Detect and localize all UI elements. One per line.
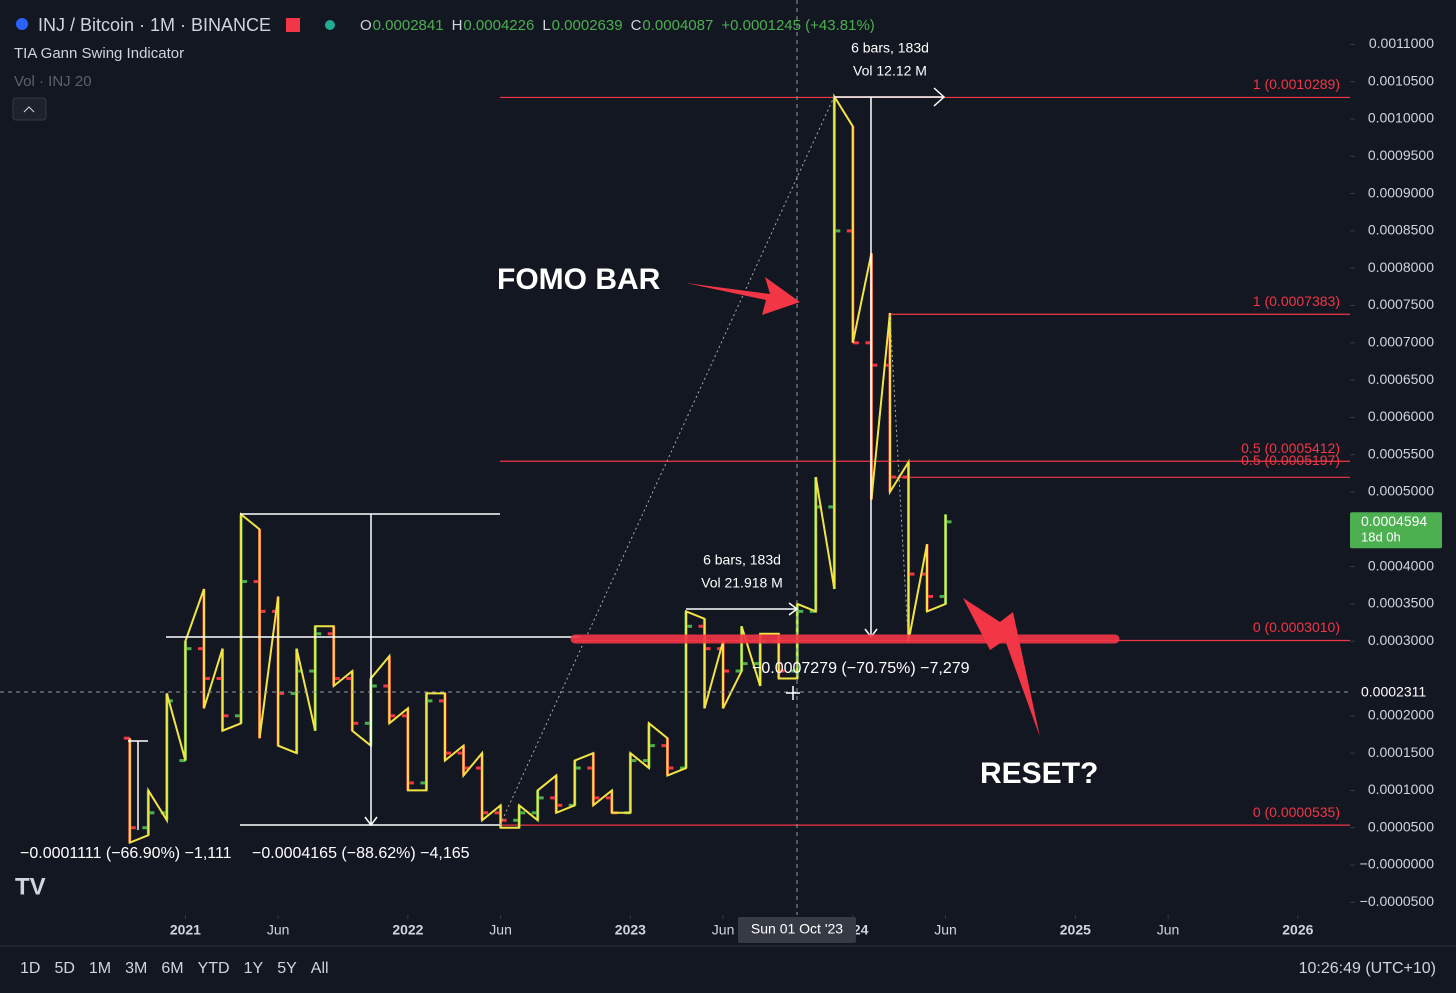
cursor (786, 686, 800, 700)
y-tick-label: 0.0005000 (1368, 483, 1434, 499)
range-button[interactable]: 6M (161, 960, 183, 977)
ohlc-value: 0.0004087 (642, 17, 713, 34)
measure-label: Vol 21.918 M (701, 575, 783, 591)
y-tick-label: 0.0001000 (1368, 781, 1434, 797)
x-tick-label: Jun (1157, 922, 1180, 938)
measure-label: 6 bars, 183d (851, 40, 929, 56)
y-tick-label: 0.0006000 (1368, 408, 1434, 424)
ohlc-value: 0.0002639 (552, 17, 623, 34)
countdown: 18d 0h (1361, 530, 1401, 545)
symbol-logo (16, 18, 28, 30)
reset-arrow (963, 598, 1040, 737)
y-tick-label: 0.0000500 (1368, 818, 1434, 834)
y-tick-label: 0.0005500 (1368, 445, 1434, 461)
x-tick-label: 2026 (1282, 922, 1313, 938)
annotation: FOMO BAR (497, 263, 661, 296)
fomo-arrow (686, 277, 800, 315)
y-tick-label: 0.0010000 (1368, 110, 1434, 126)
clock: 10:26:49 (UTC+10) (1299, 960, 1436, 977)
y-tick-label: 0.0008500 (1368, 222, 1434, 238)
y-tick-label: 0.0007500 (1368, 296, 1434, 312)
y-tick-label: 0.0009500 (1368, 147, 1434, 163)
y-tick-label: 0.0004000 (1368, 557, 1434, 573)
ohlc-key: H (452, 17, 463, 34)
annotation: RESET? (980, 757, 1098, 790)
y-tick-label: −0.0000500 (1360, 893, 1435, 909)
collapse-button[interactable] (12, 97, 47, 121)
y-tick-label: −0.0000000 (1360, 856, 1435, 872)
range-button[interactable]: 1D (20, 960, 40, 977)
measure-label: Vol 12.12 M (853, 63, 927, 79)
range-button[interactable]: 1Y (244, 960, 264, 977)
x-tick-label: 2023 (615, 922, 646, 938)
crosshair-date-box (738, 917, 856, 943)
measure-label: −0.0001111 (−66.90%) −1,111 (20, 845, 232, 862)
fib-level-label: 0 (0.0003010) (1253, 619, 1340, 635)
measure-tools (128, 87, 946, 830)
ohlc-change: +0.0001245 (+43.81%) (721, 17, 874, 34)
range-button[interactable]: 3M (125, 960, 147, 977)
y-tick-label: 0.0003500 (1368, 595, 1434, 611)
x-tick-label: 2021 (170, 922, 201, 938)
x-tick-label: Jun (489, 922, 512, 938)
fib-level-label: 1 (0.0007383) (1253, 293, 1340, 309)
tv-logo: TV (15, 873, 46, 900)
measure-label: −0.0004165 (−88.62%) −4,165 (252, 845, 470, 862)
fib-level-label: 1 (0.0010289) (1253, 76, 1340, 92)
y-tick-label: 0.0003000 (1368, 632, 1434, 648)
crosshair-date: Sun 01 Oct '23 (751, 921, 843, 937)
measure-label: 6 bars, 183d (703, 552, 781, 568)
y-tick-label: 0.0006500 (1368, 371, 1434, 387)
y-tick-label: 0.0001500 (1368, 744, 1434, 760)
status-dot (325, 20, 335, 30)
y-tick-label: 0.0002000 (1368, 707, 1434, 723)
x-tick-label: Jun (712, 922, 735, 938)
range-button[interactable]: 5Y (277, 960, 297, 977)
range-button[interactable]: YTD (198, 960, 230, 977)
ohlc-key: L (542, 17, 550, 34)
symbol: INJ / Bitcoin · 1M · BINANCE (38, 15, 271, 35)
y-tick-label: 0.0007000 (1368, 334, 1434, 350)
gann-swing-line (128, 93, 947, 845)
y-tick-label: 0.0010500 (1368, 72, 1434, 88)
range-button[interactable]: 1M (89, 960, 111, 977)
y-tick-label: 0.0011000 (1369, 35, 1434, 51)
x-tick-label: Jun (267, 922, 290, 938)
range-button[interactable]: 5D (54, 960, 74, 977)
volume-indicator: Vol · INJ 20 (14, 73, 92, 90)
ohlc-key: C (631, 17, 642, 34)
y-tick-label: 0.0008000 (1368, 259, 1434, 275)
crosshair-price-box (1350, 681, 1456, 704)
x-tick-label: 2025 (1060, 922, 1091, 938)
x-tick-label: Jun (934, 922, 957, 938)
x-tick-label: 2022 (392, 922, 423, 938)
y-tick-label: 0.0009000 (1368, 184, 1434, 200)
flag (286, 18, 300, 32)
ohlc-value: 0.0004226 (463, 17, 534, 34)
range-button[interactable]: All (311, 960, 329, 977)
indicator-name: TIA Gann Swing Indicator (14, 45, 184, 62)
fib-level-label: 0.5 (0.0005412) (1241, 440, 1340, 456)
fib-level-label: 0 (0.0000535) (1253, 804, 1340, 820)
crosshair-price: 0.0002311 (1361, 683, 1426, 699)
ohlc-key: O (360, 17, 372, 34)
last-price-box (1350, 512, 1442, 549)
ohlc-value: 0.0002841 (373, 17, 444, 34)
fib-level-label: 0.5 (0.0005197) (1241, 452, 1340, 468)
collapse-icon (23, 106, 35, 113)
last-price: 0.0004594 (1361, 513, 1427, 529)
measure-label: −0.0007279 (−70.75%) −7,279 (752, 660, 970, 677)
